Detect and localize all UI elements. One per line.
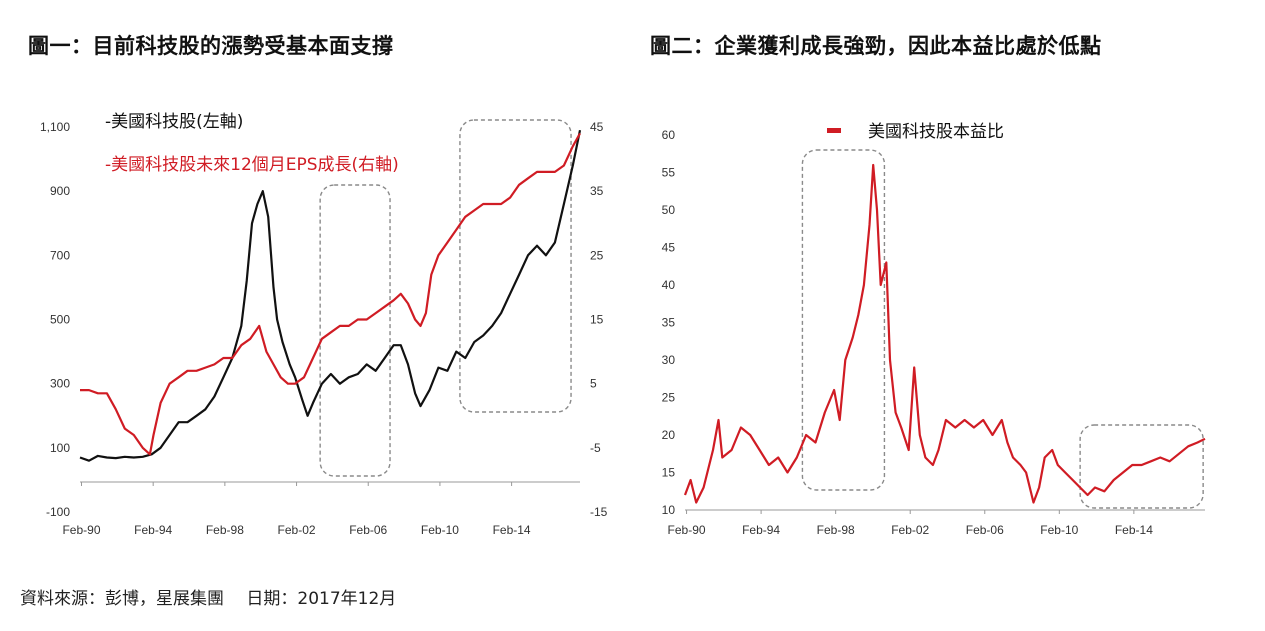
chart2: 60 55 50 45 40 35 30 25 20 15 10 Feb-90 Feb-94 Feb-98… bbox=[662, 128, 1206, 537]
chart2-y-left-tick: 45 bbox=[662, 241, 676, 255]
chart1-y-left-tick: 1,100 bbox=[40, 120, 70, 134]
chart2-x-tick: Feb-90 bbox=[668, 523, 706, 537]
chart2-highlight-box bbox=[1079, 424, 1204, 509]
chart1-y-right-tick: 35 bbox=[590, 184, 604, 198]
chart1-highlight-box bbox=[319, 184, 391, 477]
chart2-y-left-tick: 20 bbox=[662, 428, 676, 442]
chart1-series-1-line bbox=[79, 129, 582, 462]
chart2-x-tick: Feb-94 bbox=[742, 523, 780, 537]
chart2-y-left-tick: 30 bbox=[662, 353, 676, 367]
source-footer: 資料來源：彭博，星展集團 日期：2017年12月 bbox=[20, 589, 397, 609]
chart2-y-left-tick: 50 bbox=[662, 203, 676, 217]
chart2-y-left-tick: 55 bbox=[662, 166, 676, 180]
chart2-x-tick: Feb-10 bbox=[1040, 523, 1078, 537]
chart1-y-left-tick: 100 bbox=[50, 441, 70, 455]
chart1-x-tick: Feb-10 bbox=[421, 523, 459, 537]
chart1: 1,100 900 700 500 300 100 -100 45 35 25 15 5 -5 -15 Fe… bbox=[40, 119, 608, 537]
chart1-y-left-tick: -100 bbox=[46, 505, 70, 519]
chart1-x-tick: Feb-90 bbox=[62, 523, 100, 537]
chart1-x-tick: Feb-94 bbox=[134, 523, 172, 537]
chart2-highlight-box bbox=[801, 149, 886, 491]
chart1-series-2-line bbox=[80, 132, 581, 456]
chart1-y-left-tick: 900 bbox=[50, 184, 70, 198]
chart2-x-tick: Feb-06 bbox=[966, 523, 1004, 537]
chart2-series-1-line bbox=[683, 163, 1206, 504]
chart1-y-left-tick: 700 bbox=[50, 248, 70, 262]
chart1-y-right-tick: 15 bbox=[590, 313, 604, 327]
chart2-y-left-tick: 60 bbox=[662, 128, 676, 142]
chart1-y-left-tick: 300 bbox=[50, 377, 70, 391]
chart1-y-left-tick: 500 bbox=[50, 313, 70, 327]
chart1-x-tick: Feb-14 bbox=[493, 523, 531, 537]
chart1-x-tick: Feb-06 bbox=[349, 523, 387, 537]
chart2-x-tick: Feb-98 bbox=[817, 523, 855, 537]
chart2-y-left-tick: 35 bbox=[662, 316, 676, 330]
chart2-y-left-tick: 25 bbox=[662, 391, 676, 405]
chart1-x-tick: Feb-02 bbox=[278, 523, 316, 537]
chart1-y-right-tick: -15 bbox=[590, 505, 608, 519]
chart2-y-left-tick: 10 bbox=[662, 503, 676, 517]
chart2-x-tick: Feb-14 bbox=[1115, 523, 1153, 537]
chart1-legend-item-1: -美國科技股(左軸) bbox=[105, 112, 243, 132]
chart2-y-left-tick: 40 bbox=[662, 278, 676, 292]
chart2-title: 圖二：企業獲利成長強勁，因此本益比處於低點 bbox=[650, 34, 1102, 58]
chart2-legend-swatch bbox=[827, 128, 841, 133]
chart1-legend-item-2: -美國科技股未來12個月EPS成長(右軸) bbox=[105, 155, 399, 175]
chart2-y-left-tick: 15 bbox=[662, 466, 676, 480]
chart1-y-right-tick: -5 bbox=[590, 441, 601, 455]
chart1-y-right-tick: 45 bbox=[590, 120, 604, 134]
chart2-x-tick: Feb-02 bbox=[891, 523, 929, 537]
chart1-title: 圖一：目前科技股的漲勢受基本面支撐 bbox=[28, 34, 394, 58]
chart2-legend-item-1: 美國科技股本益比 bbox=[868, 122, 1004, 142]
chart1-x-tick: Feb-98 bbox=[206, 523, 244, 537]
chart1-y-right-tick: 25 bbox=[590, 248, 604, 262]
chart1-highlight-box bbox=[459, 119, 572, 413]
chart1-y-right-tick: 5 bbox=[590, 377, 597, 391]
